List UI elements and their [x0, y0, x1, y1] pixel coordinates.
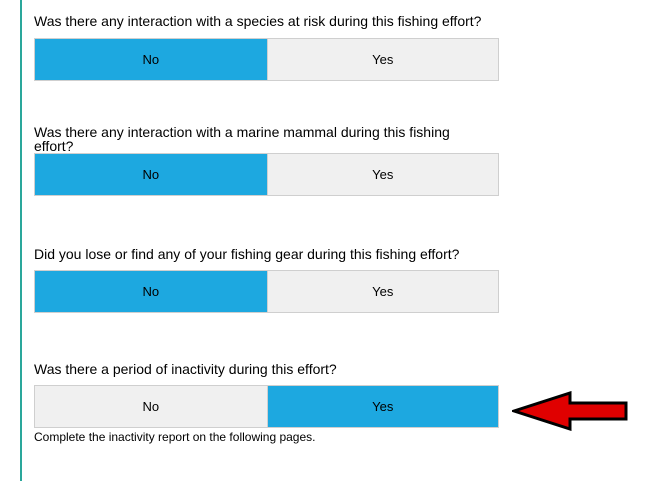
- toggle-inactivity: No Yes: [34, 385, 499, 428]
- red-arrow-icon: [509, 390, 630, 436]
- fishing-gear-no-button[interactable]: No: [35, 271, 267, 312]
- toggle-species-at-risk: No Yes: [34, 38, 499, 81]
- inactivity-yes-button[interactable]: Yes: [266, 386, 498, 427]
- question-marine-mammal: Was there any interaction with a marine …: [34, 124, 450, 154]
- fishing-gear-yes-button[interactable]: Yes: [266, 271, 498, 312]
- marine-mammal-no-button[interactable]: No: [35, 154, 267, 195]
- left-border-rule: [20, 0, 22, 481]
- species-at-risk-yes-button[interactable]: Yes: [266, 39, 498, 80]
- question-species-at-risk: Was there any interaction with a species…: [34, 13, 482, 29]
- inactivity-note: Complete the inactivity report on the fo…: [34, 430, 316, 444]
- marine-mammal-yes-button[interactable]: Yes: [266, 154, 498, 195]
- toggle-fishing-gear: No Yes: [34, 270, 499, 313]
- question-fishing-gear: Did you lose or find any of your fishing…: [34, 246, 460, 262]
- species-at-risk-no-button[interactable]: No: [35, 39, 267, 80]
- toggle-marine-mammal: No Yes: [34, 153, 499, 196]
- question-inactivity: Was there a period of inactivity during …: [34, 361, 337, 377]
- inactivity-no-button[interactable]: No: [35, 386, 267, 427]
